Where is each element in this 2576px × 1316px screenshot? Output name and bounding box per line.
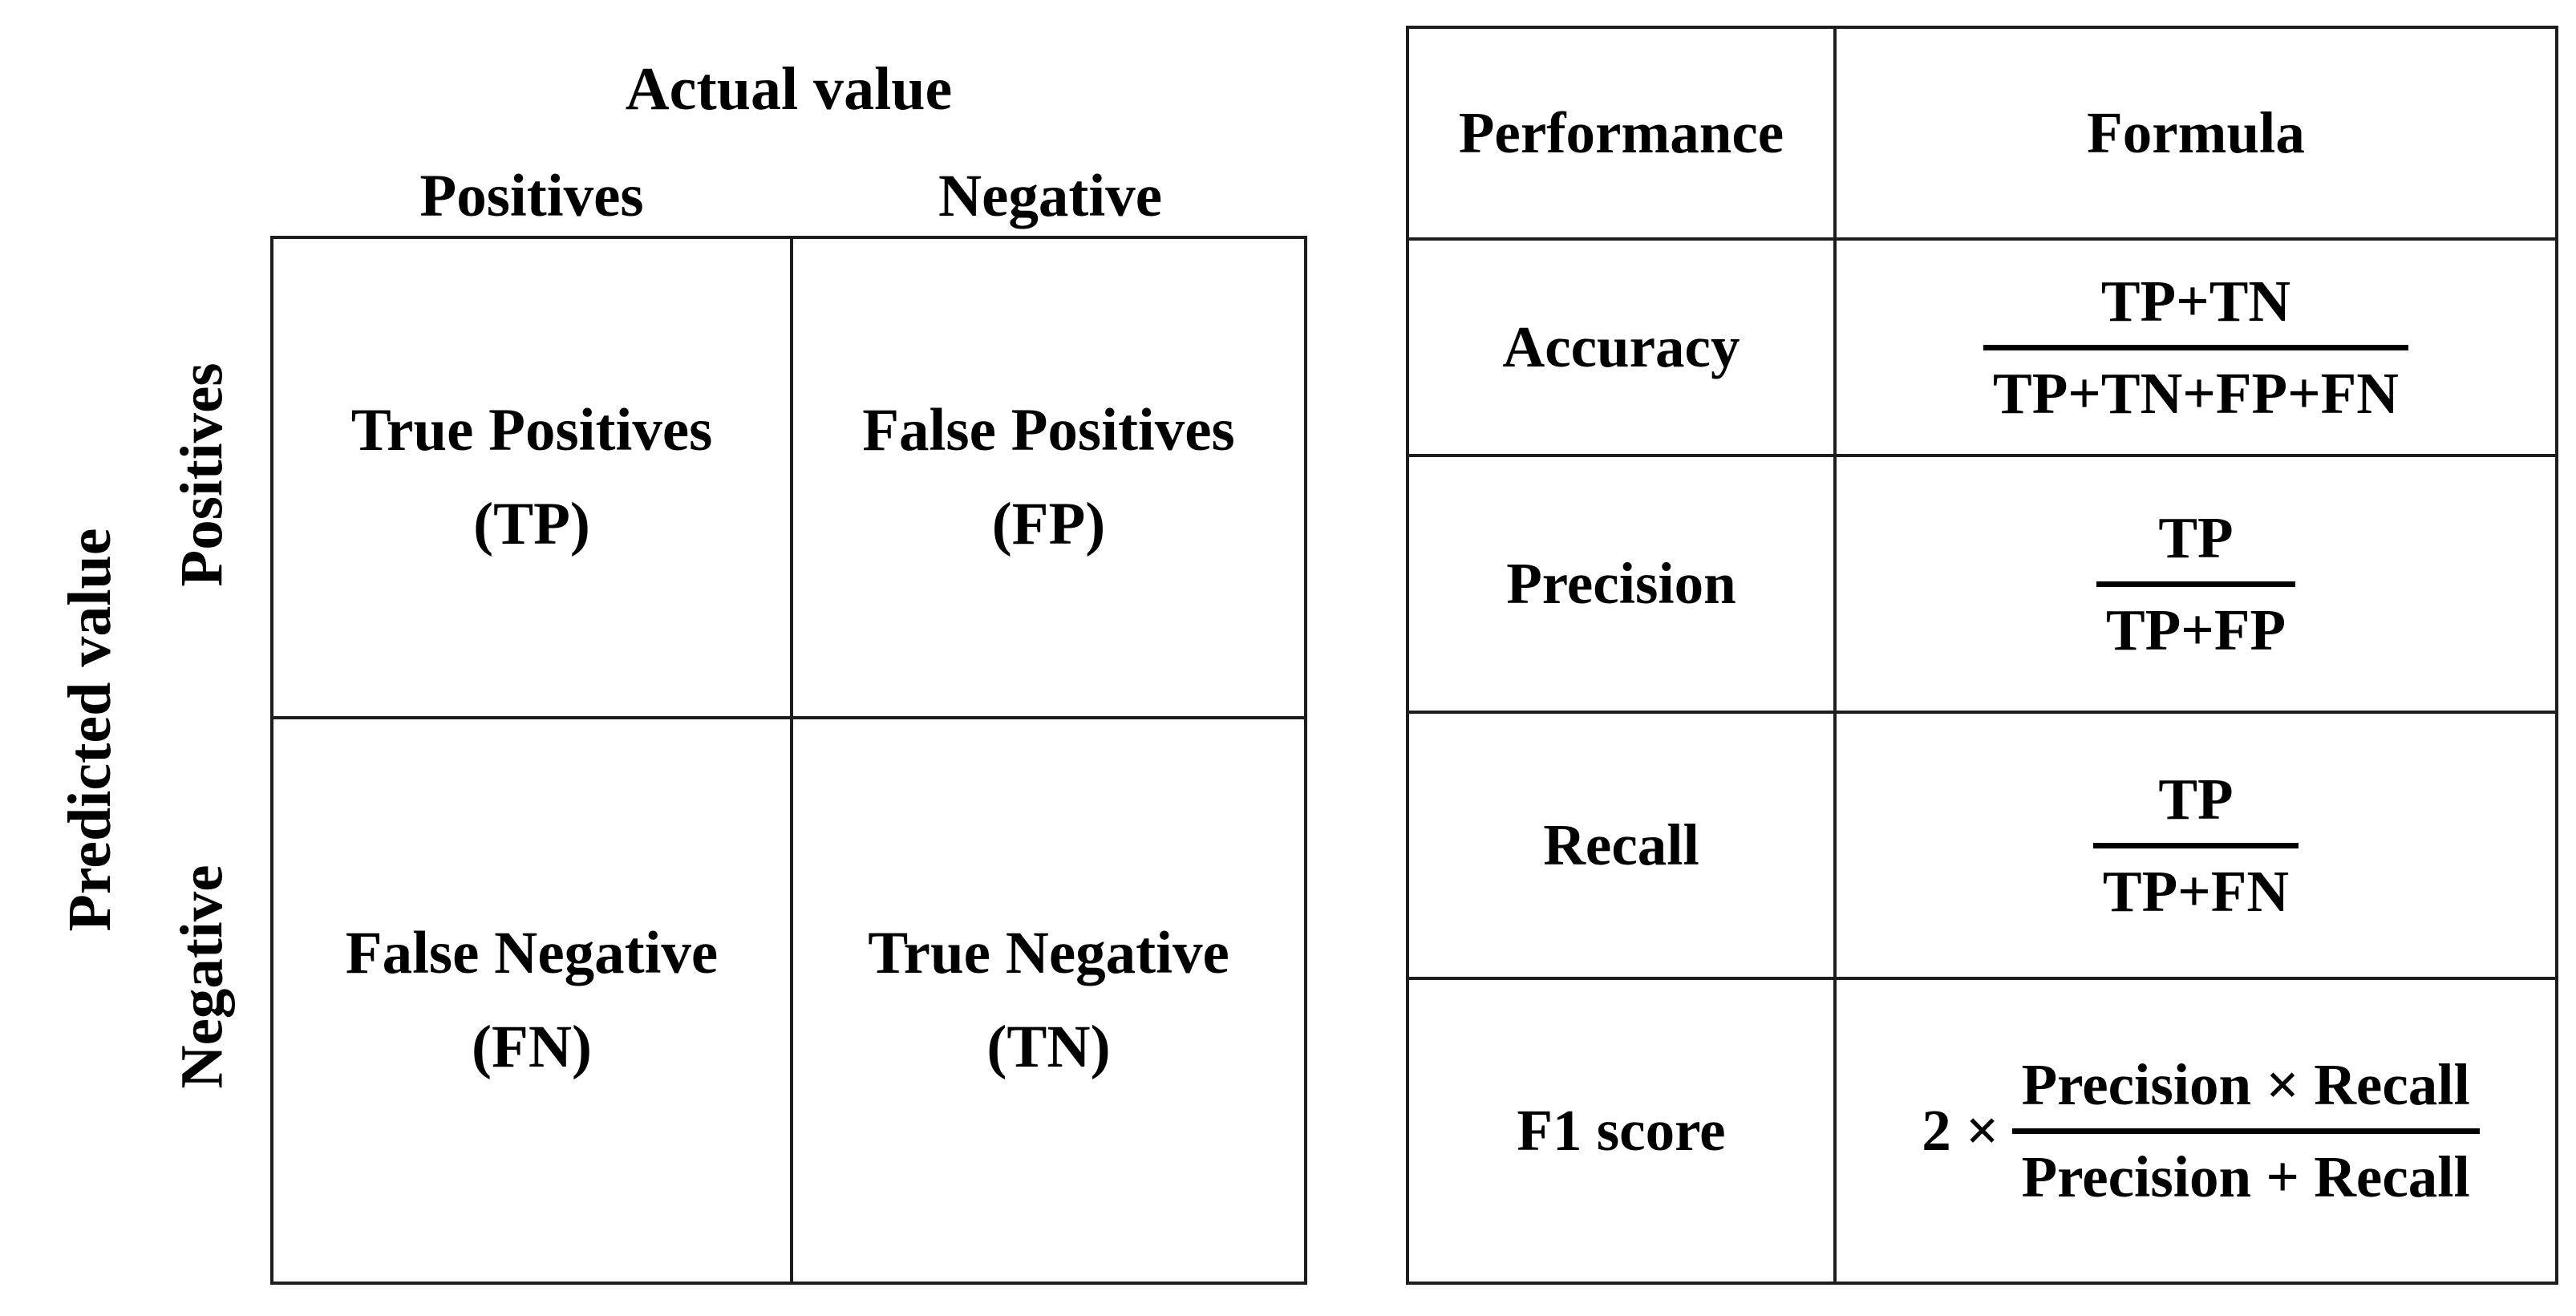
fraction-numerator: TP <box>2158 504 2234 570</box>
metrics-table: Performance Formula Accuracy TP+TN TP+TN… <box>1406 26 2558 1285</box>
confusion-matrix-grid: True Positives (TP) False Positives (FP)… <box>270 236 1307 1285</box>
metric-name-precision: Precision <box>1409 457 1837 714</box>
fraction-denominator: Precision + Recall <box>2021 1144 2470 1209</box>
formula-recall: TP TP+FN <box>1837 714 2555 980</box>
fraction: TP+TN TP+TN+FP+FN <box>1983 268 2408 427</box>
fraction: TP TP+FN <box>2092 766 2299 925</box>
cell-abbr: (FN) <box>472 1013 592 1080</box>
metric-name-f1-score: F1 score <box>1409 980 1837 1282</box>
fraction-denominator: TP+TN+FP+FN <box>1993 360 2399 426</box>
cell-abbr: (FP) <box>991 490 1106 557</box>
fraction-numerator: TP+TN <box>2100 268 2291 334</box>
formula-f1-score: 2 × Precision × Recall Precision + Recal… <box>1837 980 2555 1282</box>
cell-false-positives: False Positives (FP) <box>793 239 1304 719</box>
cell-label: True Negative <box>868 920 1229 987</box>
cell-label: False Positives <box>862 397 1235 464</box>
cell-true-negative: True Negative (TN) <box>793 719 1304 1282</box>
fraction-bar <box>1983 344 2408 350</box>
cell-label: False Negative <box>345 920 719 987</box>
cell-label: True Positives <box>350 397 713 464</box>
metric-name-accuracy: Accuracy <box>1409 241 1837 457</box>
header-formula: Formula <box>1837 29 2555 241</box>
cell-true-positives: True Positives (TP) <box>273 239 793 719</box>
predicted-value-axis-title: Predicted value <box>56 528 124 932</box>
row-header-positives: Positives <box>168 362 236 587</box>
fraction-bar <box>2011 1128 2480 1134</box>
fraction: TP TP+FP <box>2096 504 2296 664</box>
formula-prefix: 2 × <box>1922 1098 1999 1164</box>
header-performance: Performance <box>1409 29 1837 241</box>
fraction-denominator: TP+FP <box>2105 597 2286 662</box>
fraction-numerator: TP <box>2158 766 2234 832</box>
metric-name-recall: Recall <box>1409 714 1837 980</box>
fraction: Precision × Recall Precision + Recall <box>2011 1051 2480 1211</box>
cell-false-negative: False Negative (FN) <box>273 719 793 1282</box>
row-header-negative: Negative <box>168 865 236 1089</box>
fraction-bar <box>2096 581 2296 587</box>
formula-accuracy: TP+TN TP+TN+FP+FN <box>1837 241 2555 457</box>
fraction-numerator: Precision × Recall <box>2021 1051 2470 1117</box>
actual-value-axis-title: Actual value <box>625 55 953 123</box>
cell-abbr: (TP) <box>473 490 590 557</box>
cell-abbr: (TN) <box>986 1013 1111 1080</box>
column-header-positives: Positives <box>419 163 644 229</box>
fraction-denominator: TP+FN <box>2102 858 2290 924</box>
formula-precision: TP TP+FP <box>1837 457 2555 714</box>
fraction-bar <box>2092 842 2299 848</box>
column-header-negative: Negative <box>938 163 1163 229</box>
